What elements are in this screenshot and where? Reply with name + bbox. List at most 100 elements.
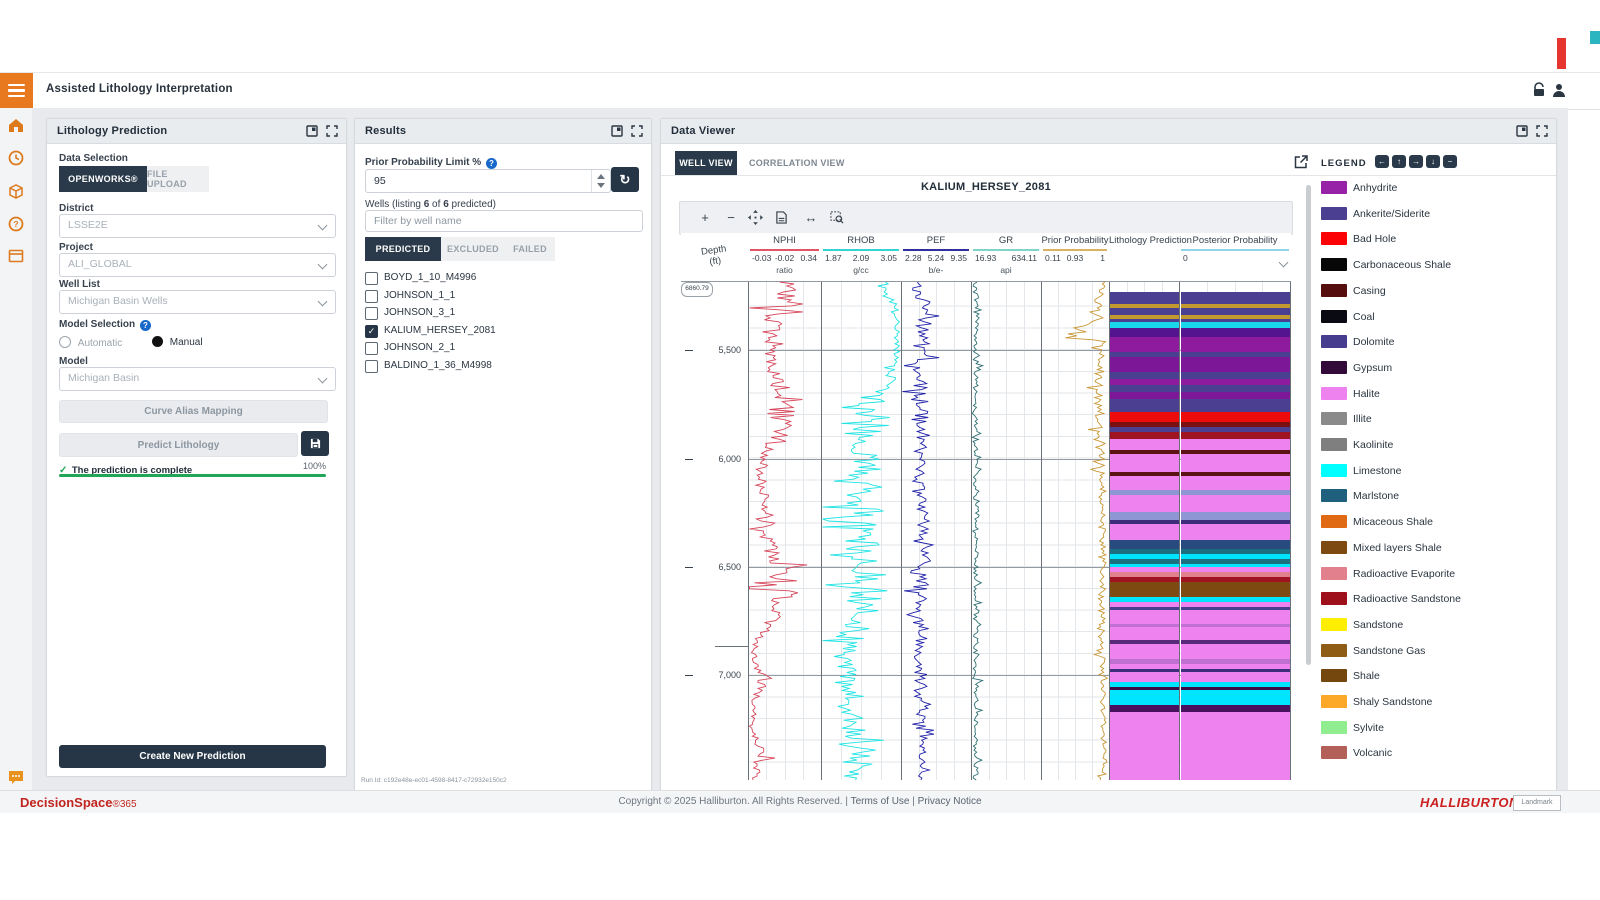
grid-line [1058,282,1059,780]
lithology-band [1181,357,1290,372]
popout-icon[interactable] [611,125,623,137]
refresh-button[interactable]: ↻ [611,167,639,192]
terms-of-use-link[interactable]: Terms of Use [850,796,910,807]
legend-swatch [1321,540,1347,554]
privacy-notice-link[interactable]: Privacy Notice [917,796,982,807]
save-prediction-button[interactable] [301,431,329,456]
lithology-band [1181,520,1290,524]
legend-right-icon[interactable]: → [1409,155,1423,168]
tab-failed[interactable]: FAILED [505,237,555,261]
tab-openworks[interactable]: OPENWORKS® [59,166,147,192]
project-select[interactable]: ALI_GLOBAL [59,253,336,277]
zoom-area-icon[interactable] [830,209,848,227]
well-checkbox[interactable] [365,289,378,303]
legend-up-icon[interactable]: ↑ [1392,155,1406,168]
lithology-band [1109,357,1179,372]
legend-left-icon[interactable]: ← [1375,155,1389,168]
track-header-pef: PEF 2.28 5.24 9.35 b/e- [901,233,971,281]
lithology-band [1109,422,1179,427]
chat-bubble-icon[interactable] [7,768,25,786]
depth-tick [685,675,693,676]
well-checkbox[interactable] [365,360,378,373]
lithology-band [1181,439,1290,450]
fit-width-icon[interactable]: ↔ [804,210,818,225]
well-checkbox[interactable] [365,272,378,285]
scale-value: 1 [1100,253,1105,263]
progress-bar [59,474,326,477]
export-image-icon[interactable] [775,209,793,227]
depth-marker-box[interactable]: 6860.79 [681,282,713,297]
tab-correlation-view[interactable]: CORRELATION VIEW [749,158,845,168]
fullscreen-icon[interactable] [1536,125,1548,137]
lithology-band [1181,319,1290,322]
lithology-band [1109,472,1179,476]
page-title: Assisted Lithology Interpretation [46,83,233,95]
lithology-band [1109,540,1179,549]
lithology-band [1109,602,1179,607]
legend-label: Carbonaceous Shale [1353,259,1452,272]
grid-line [918,282,920,780]
model-selection-info-icon[interactable]: ? [139,320,151,331]
popout-icon[interactable] [306,125,318,137]
chevron-down-icon [317,373,328,384]
log-plot[interactable]: 5,500 6,000 6,500 7,000 6860.79 [681,281,1291,781]
legend-swatch [1321,566,1347,580]
radio-automatic[interactable]: Automatic [59,336,122,349]
home-icon[interactable] [7,116,25,134]
step-down-icon[interactable] [597,183,605,188]
lithology-band [1109,640,1179,644]
help-icon[interactable]: ? [7,215,25,233]
tab-excluded[interactable]: EXCLUDED [441,237,505,261]
well-checkbox[interactable]: ✓ [365,324,378,338]
model-select[interactable]: Michigan Basin [59,367,336,391]
results-panel: Results Prior Probability Limit % ? 95 ↻… [354,118,652,792]
user-icon[interactable] [1551,82,1567,98]
external-link-icon[interactable] [1293,154,1309,170]
create-new-prediction-button[interactable]: Create New Prediction [59,745,326,768]
curve-alias-mapping-button[interactable]: Curve Alias Mapping [59,400,328,423]
lithology-band [1181,682,1290,687]
legend-collapse-icon[interactable]: − [1443,155,1457,168]
well-list-select[interactable]: Michigan Basin Wells [59,290,336,314]
prior-probability-input[interactable]: 95 [365,169,611,193]
well-filter-input[interactable]: Filter by well name [365,210,643,232]
fullscreen-icon[interactable] [631,125,643,137]
tab-predicted[interactable]: PREDICTED [365,237,441,261]
step-up-icon[interactable] [597,174,605,179]
window-icon[interactable] [7,247,25,265]
lithology-band [1181,524,1290,540]
stepper-control[interactable] [591,170,610,192]
vertical-scrollbar[interactable] [1306,185,1311,665]
well-checkbox[interactable] [365,342,378,356]
tab-file-upload[interactable]: FILE UPLOAD [147,166,209,192]
pef-curve [902,281,940,781]
predict-lithology-button[interactable]: Predict Lithology [59,433,298,457]
fullscreen-icon[interactable] [326,125,338,137]
package-icon[interactable] [7,182,25,200]
scale-value: 3.05 [880,253,897,263]
lithology-band [1181,624,1290,627]
tab-well-view[interactable]: WELL VIEW [675,151,737,175]
prior-probability-info-icon[interactable]: ? [485,158,497,169]
legend-swatch [1321,335,1347,349]
hamburger-menu-button[interactable] [0,73,33,108]
scale-value: 2.09 [852,253,870,263]
well-checkbox[interactable] [365,307,378,321]
legend-label: Dolomite [1353,336,1395,349]
lithology-band [1181,582,1290,597]
popout-icon[interactable] [1516,125,1528,137]
depth-gridline [748,459,1291,460]
lithology-band [1109,315,1179,319]
lithology-band [1109,554,1179,559]
district-select[interactable]: LSSE2E [59,214,336,238]
legend-swatch [1321,206,1347,220]
radio-manual[interactable]: Manual [152,336,203,348]
legend-label: Sandstone Gas [1353,644,1426,657]
lock-icon[interactable] [1531,82,1547,98]
history-icon[interactable] [7,149,25,167]
legend-down-icon[interactable]: ↓ [1426,155,1440,168]
grid-line [988,282,990,780]
zoom-out-icon[interactable]: − [727,210,735,225]
zoom-in-icon[interactable]: + [701,210,709,225]
pan-icon[interactable] [748,209,766,227]
